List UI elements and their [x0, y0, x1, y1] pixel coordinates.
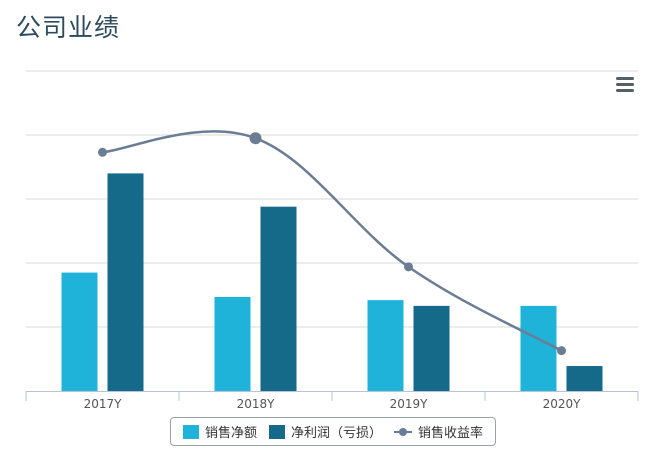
page-title: 公司业绩	[16, 13, 121, 42]
point-margin-3	[557, 346, 566, 356]
x-tick-label: 2020Y	[543, 397, 582, 411]
line-series	[98, 130, 566, 356]
legend-label-margin: 销售收益率	[418, 426, 484, 441]
x-axis: 2017Y 2018Y 2019Y 2020Y	[25, 391, 639, 411]
bar-profit-2	[413, 305, 450, 391]
point-margin-2	[404, 262, 413, 272]
bar-sales-2	[367, 300, 404, 391]
x-tick-label: 2019Y	[390, 397, 429, 411]
legend-item-profit[interactable]: 净利润（亏损）	[268, 422, 382, 441]
bar-sales-0	[61, 272, 98, 391]
bar-sales-1	[214, 296, 251, 391]
bars	[61, 173, 603, 391]
line-margin	[102, 130, 563, 352]
x-tick-label: 2018Y	[237, 397, 276, 411]
legend-swatch-margin	[394, 427, 412, 437]
x-tick-label: 2017Y	[84, 397, 123, 411]
bar-profit-1	[260, 206, 297, 391]
bar-profit-0	[107, 173, 144, 391]
bar-sales-3	[520, 305, 557, 391]
legend-swatch-profit	[268, 424, 285, 439]
legend-label-profit: 净利润（亏损）	[290, 426, 382, 441]
point-margin-0	[98, 147, 107, 157]
legend-item-margin[interactable]: 销售收益率	[394, 422, 483, 441]
bar-profit-3	[566, 366, 603, 391]
legend: 销售净额 净利润（亏损） 销售收益率	[170, 417, 496, 446]
point-margin-1	[249, 132, 262, 145]
legend-label-sales: 销售净额	[204, 426, 257, 441]
legend-item-sales[interactable]: 销售净额	[182, 422, 257, 441]
hamburger-menu-icon[interactable]	[614, 74, 636, 94]
legend-swatch-sales	[182, 424, 199, 439]
